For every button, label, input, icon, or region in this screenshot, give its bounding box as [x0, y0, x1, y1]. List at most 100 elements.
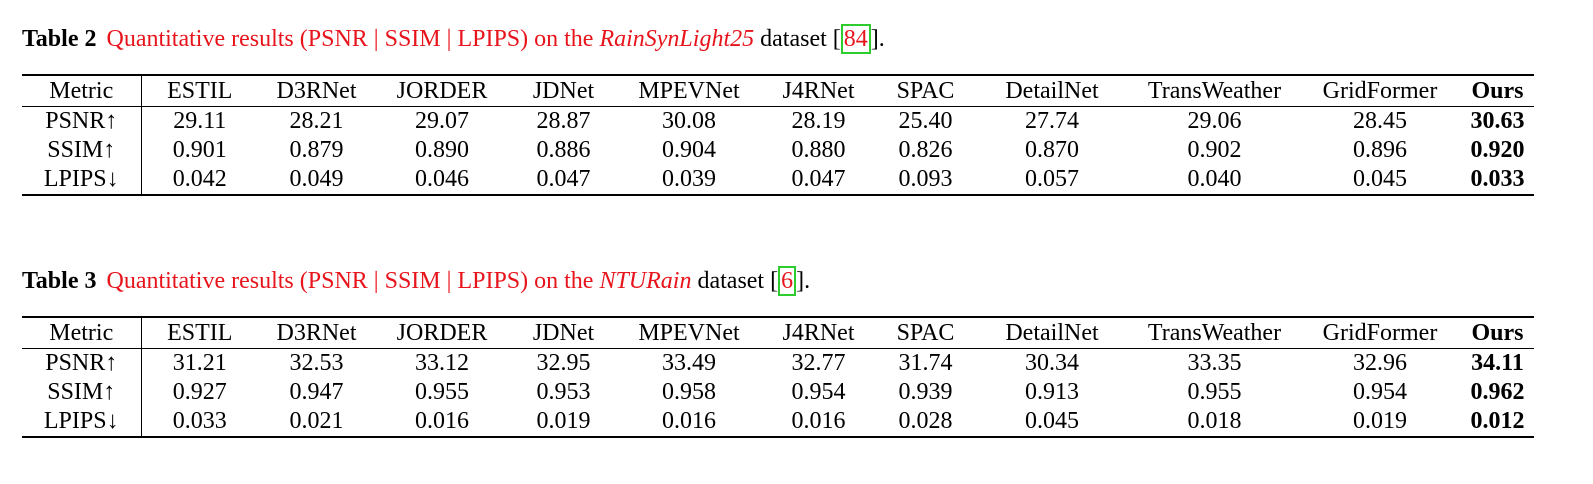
table-cell: 0.047: [536, 166, 591, 192]
column-header-jdnet: JDNet: [532, 78, 595, 104]
table-cell: 0.019: [536, 408, 591, 434]
best-value-cell: 34.11: [1471, 350, 1524, 376]
table-cell: 0.049: [289, 166, 344, 192]
column-header-j4rnet: J4RNet: [782, 78, 855, 104]
column-header-mpevnet: MPEVNet: [638, 320, 740, 346]
column-header-spac: SPAC: [896, 78, 955, 104]
table-row: LPIPS↓ 0.042 0.049 0.046 0.047 0.039 0.0…: [22, 165, 1534, 195]
table-cell: 0.040: [1187, 166, 1242, 192]
table-2-caption-text: Quantitative results (PSNR | SSIM | LPIP…: [106, 26, 600, 52]
column-header-d3rnet: D3RNet: [276, 78, 357, 104]
table-3-header-row: Metric ESTIL D3RNet JORDER JDNet MPEVNet…: [22, 317, 1534, 349]
table-cell: 0.057: [1025, 166, 1079, 192]
table-cell: 0.093: [898, 166, 953, 192]
column-header-j4rnet: J4RNet: [782, 320, 855, 346]
table-cell: 29.11: [173, 108, 227, 134]
table-2-citation-link[interactable]: 84: [840, 24, 871, 54]
table-3-label: Table 3: [22, 268, 97, 294]
table-cell: 27.74: [1025, 108, 1079, 134]
table-row: SSIM↑ 0.927 0.947 0.955 0.953 0.958 0.95…: [22, 378, 1534, 407]
column-header-transweather: TransWeather: [1147, 320, 1282, 346]
table-cell: 32.95: [536, 350, 591, 376]
table-cell: 32.77: [791, 350, 846, 376]
best-value-cell: 0.033: [1470, 166, 1525, 192]
table-cell: 29.07: [415, 108, 469, 134]
table-2-dataset-name: RainSynLight25: [599, 26, 755, 52]
column-header-metric: Metric: [22, 75, 142, 107]
metric-label: PSNR↑: [22, 348, 142, 378]
table-cell: 0.902: [1187, 137, 1242, 163]
table-cell: 30.08: [662, 108, 716, 134]
best-value-cell: 0.012: [1470, 408, 1525, 434]
table-row: LPIPS↓ 0.033 0.021 0.016 0.019 0.016 0.0…: [22, 407, 1534, 437]
table-cell: 0.021: [289, 408, 344, 434]
table-cell: 0.890: [415, 137, 469, 163]
table-3-citation-link[interactable]: 6: [778, 266, 797, 296]
table-cell: 0.047: [791, 166, 846, 192]
best-value-cell: 0.962: [1470, 379, 1525, 405]
table-cell: 0.904: [662, 137, 716, 163]
table-cell: 28.87: [536, 108, 591, 134]
column-header-detailnet: DetailNet: [1005, 78, 1099, 104]
table-cell: 0.953: [536, 379, 591, 405]
table-3-dataset-name: NTURain: [599, 268, 692, 294]
best-value-cell: 30.63: [1470, 108, 1525, 134]
metric-label: LPIPS↓: [22, 407, 142, 437]
column-header-ours: Ours: [1471, 78, 1524, 104]
table-cell: 0.016: [415, 408, 469, 434]
table-cell: 33.12: [415, 350, 469, 376]
column-header-gridformer: GridFormer: [1322, 320, 1438, 346]
column-header-d3rnet: D3RNet: [276, 320, 357, 346]
column-header-jorder: JORDER: [396, 320, 488, 346]
table-cell: 31.74: [898, 350, 953, 376]
table-cell: 0.947: [289, 379, 344, 405]
table-cell: 0.939: [898, 379, 953, 405]
metric-label: PSNR↑: [22, 106, 142, 136]
table-3-block: Table 3 Quantitative results (PSNR | SSIM…: [22, 266, 1534, 438]
table-cell: 0.954: [1353, 379, 1407, 405]
table-3-caption: Table 3 Quantitative results (PSNR | SSIM…: [22, 266, 1534, 304]
table-2-block: Table 2 Quantitative results (PSNR | SSIM…: [22, 24, 1534, 196]
table-cell: 0.886: [536, 137, 591, 163]
table-cell: 32.96: [1353, 350, 1407, 376]
table-cell: 25.40: [898, 108, 953, 134]
column-header-metric: Metric: [22, 317, 142, 349]
table-cell: 0.955: [1187, 379, 1242, 405]
column-header-spac: SPAC: [896, 320, 955, 346]
table-cell: 0.927: [172, 379, 227, 405]
table-cell: 0.901: [172, 137, 227, 163]
table-cell: 28.19: [791, 108, 846, 134]
table-cell: 0.954: [791, 379, 846, 405]
table-cell: 0.045: [1025, 408, 1079, 434]
table-cell: 0.826: [898, 137, 953, 163]
table-cell: 28.45: [1353, 108, 1407, 134]
table-cell: 0.879: [289, 137, 344, 163]
table-cell: 0.042: [172, 166, 227, 192]
table-cell: 33.49: [662, 350, 716, 376]
column-header-estil: ESTIL: [167, 320, 233, 346]
best-value-cell: 0.920: [1470, 137, 1525, 163]
table-cell: 0.028: [898, 408, 953, 434]
column-header-ours: Ours: [1471, 320, 1524, 346]
table-cell: 0.896: [1353, 137, 1407, 163]
table-row: PSNR↑ 29.11 28.21 29.07 28.87 30.08 28.1…: [22, 106, 1534, 136]
table-cell: 0.018: [1187, 408, 1242, 434]
table-cell: 0.913: [1025, 379, 1079, 405]
table-cell: 32.53: [289, 350, 344, 376]
table-cell: 0.870: [1025, 137, 1079, 163]
table-cell: 31.21: [172, 350, 227, 376]
table-2-label: Table 2: [22, 26, 97, 52]
table-cell: 0.958: [662, 379, 716, 405]
table-cell: 29.06: [1187, 108, 1242, 134]
table-2-caption-suffix: dataset [: [754, 26, 841, 52]
table-3-caption-text: Quantitative results (PSNR | SSIM | LPIP…: [106, 268, 600, 294]
table-cell: 0.046: [415, 166, 469, 192]
table-cell: 0.033: [172, 408, 227, 434]
table-row: PSNR↑ 31.21 32.53 33.12 32.95 33.49 32.7…: [22, 348, 1534, 378]
column-header-jdnet: JDNet: [532, 320, 595, 346]
table-cell: 28.21: [289, 108, 344, 134]
column-header-mpevnet: MPEVNet: [638, 78, 740, 104]
table-cell: 0.019: [1353, 408, 1407, 434]
metric-label: SSIM↑: [22, 136, 142, 165]
table-cell: 0.955: [415, 379, 469, 405]
